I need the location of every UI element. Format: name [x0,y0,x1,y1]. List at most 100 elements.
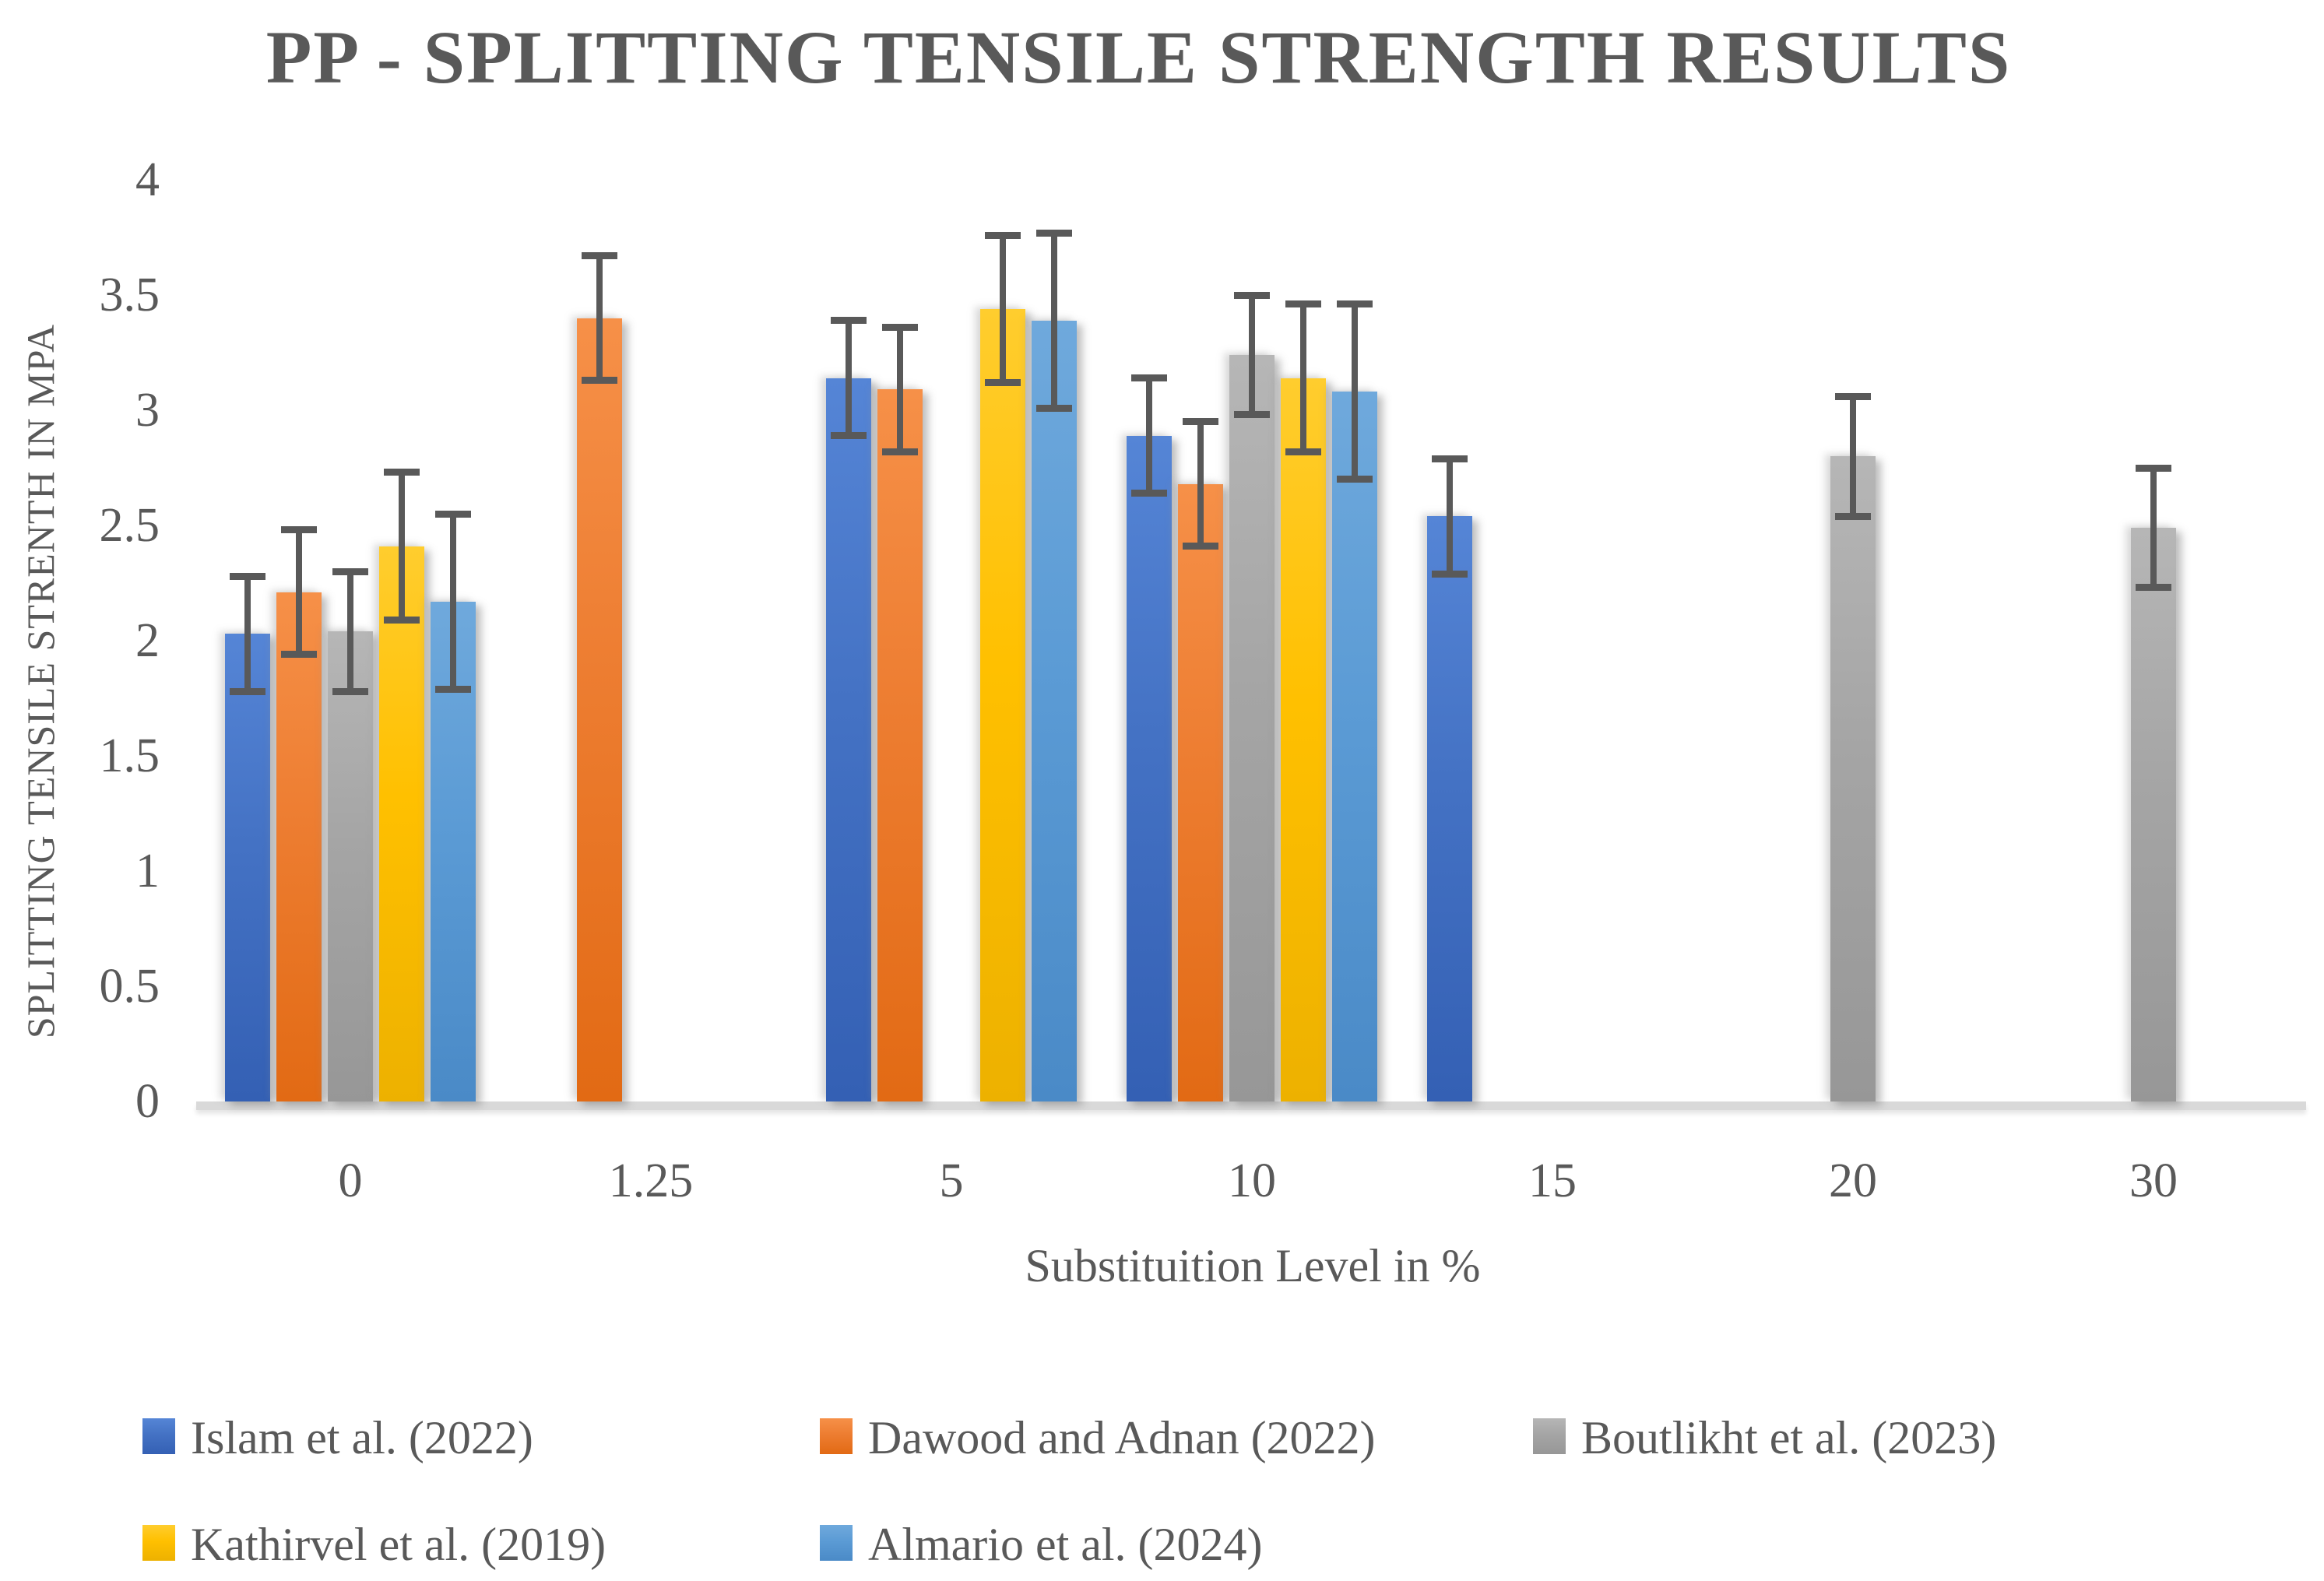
error-bar [347,571,353,692]
error-bar-cap [1131,374,1167,382]
error-bar [399,472,405,620]
error-bar-cap [582,377,617,385]
x-tick-label: 10 [1228,1154,1276,1207]
error-bar [1249,295,1255,415]
error-bar [244,576,251,692]
legend-label: Almario et al. (2024) [868,1519,1263,1570]
error-bar-cap [831,317,867,325]
error-bar-cap [281,651,317,659]
x-axis-line [196,1101,2306,1110]
error-bar [1146,378,1152,494]
error-bar [450,514,456,690]
error-bar-cap [230,572,265,580]
y-tick-label: 0 [135,1075,160,1128]
legend-swatch [142,1525,175,1561]
bar [1427,516,1472,1101]
x-tick-label: 15 [1528,1154,1577,1207]
bar [2131,527,2176,1101]
error-bar-cap [582,252,617,260]
bar [980,308,1025,1101]
legend-swatch [142,1418,175,1454]
x-tick-label: 20 [1829,1154,1877,1207]
x-axis-title: Substituition Level in % [1025,1240,1481,1291]
bar [379,546,424,1101]
error-bar-cap [1432,455,1468,462]
bar [276,592,322,1101]
chart-title: PP - SPLITTING TENSILE STRENGTH RESULTS [265,16,2012,99]
x-tick-label: 30 [2129,1154,2178,1207]
error-bar-cap [985,231,1021,239]
error-bar-cap [2136,464,2171,472]
error-bar-cap [1337,300,1373,308]
error-bar-cap [882,323,918,331]
error-bar-cap [1131,490,1167,497]
y-tick-label: 0.5 [99,960,160,1013]
x-tick-label: 1.25 [608,1154,694,1207]
error-bar [596,255,603,381]
legend-label: Boutlikht et al. (2023) [1581,1412,1997,1463]
error-bar-cap [1432,570,1468,578]
error-bar [1850,396,1856,517]
x-tick-label: 5 [939,1154,964,1207]
error-bar-cap [1234,291,1270,299]
error-bar-cap [1183,418,1218,426]
error-bar-cap [1036,229,1072,237]
error-bar-cap [332,687,368,695]
error-bar-cap [384,469,420,476]
y-tick-label: 2.5 [99,499,160,552]
bar [1178,483,1223,1101]
legend-swatch [820,1525,853,1561]
bar [1281,378,1326,1101]
bar [1830,456,1876,1101]
error-bar [2150,468,2157,588]
error-bar-cap [281,526,317,534]
y-tick-label: 1 [135,845,160,898]
bar [1032,320,1077,1101]
error-bar [296,529,302,655]
error-bar-cap [1285,300,1321,308]
y-tick-label: 3 [135,384,160,437]
error-bar [1197,421,1204,546]
error-bar-cap [1183,543,1218,550]
legend-label: Kathirvel et al. (2019) [191,1519,606,1570]
legend-label: Islam et al. (2022) [191,1412,533,1463]
bar [1229,354,1275,1101]
error-bar [1352,304,1358,480]
y-tick-label: 1.5 [99,729,160,782]
error-bar [897,327,903,452]
x-tick-label: 0 [338,1154,363,1207]
error-bar-cap [1036,404,1072,412]
error-bar [846,320,852,436]
error-bar-cap [435,685,471,693]
error-bar-cap [384,616,420,624]
error-bar-cap [882,448,918,455]
legend-label: Dawood and Adnan (2022) [868,1412,1376,1463]
error-bar [1300,304,1306,452]
bar [826,378,871,1101]
error-bar-cap [1835,512,1871,520]
bar [1332,392,1377,1101]
legend-swatch [820,1418,853,1454]
error-bar-cap [985,378,1021,386]
error-bar-cap [1285,448,1321,455]
bar [225,634,270,1101]
error-bar [1051,233,1057,409]
bar [328,631,373,1101]
bar [1127,435,1172,1101]
bar [577,318,622,1101]
error-bar-cap [1337,476,1373,483]
error-bar-cap [435,510,471,518]
bar [877,389,923,1101]
error-bar [1447,458,1453,574]
y-tick-label: 4 [135,153,160,206]
error-bar-cap [2136,584,2171,592]
legend-swatch [1533,1418,1566,1454]
error-bar-cap [831,432,867,440]
error-bar [1000,235,1006,383]
y-tick-label: 2 [135,614,160,667]
error-bar-cap [230,687,265,695]
error-bar-cap [332,567,368,575]
error-bar-cap [1835,392,1871,400]
error-bar-cap [1234,411,1270,419]
